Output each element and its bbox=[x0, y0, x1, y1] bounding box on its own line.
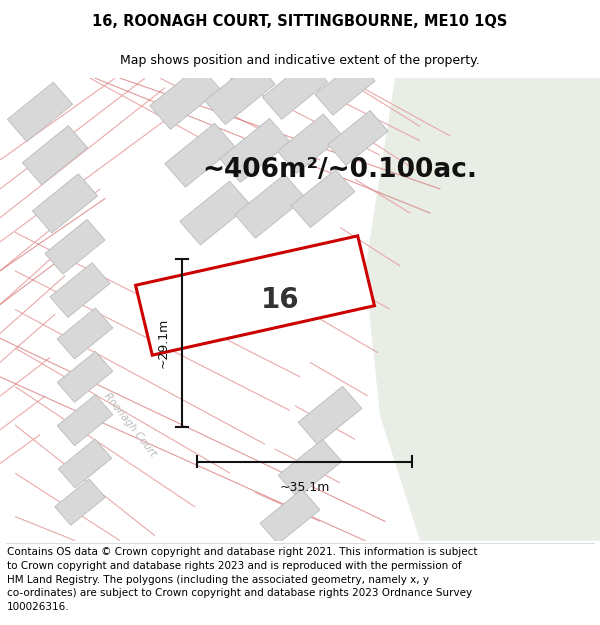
Polygon shape bbox=[32, 174, 98, 233]
Polygon shape bbox=[262, 60, 328, 119]
Polygon shape bbox=[55, 479, 105, 525]
Polygon shape bbox=[136, 236, 374, 355]
Text: ~35.1m: ~35.1m bbox=[280, 481, 329, 494]
Polygon shape bbox=[57, 308, 113, 359]
Text: 16, ROONAGH COURT, SITTINGBOURNE, ME10 1QS: 16, ROONAGH COURT, SITTINGBOURNE, ME10 1… bbox=[92, 14, 508, 29]
Polygon shape bbox=[220, 119, 290, 182]
Polygon shape bbox=[278, 439, 342, 498]
Text: Map shows position and indicative extent of the property.: Map shows position and indicative extent… bbox=[120, 54, 480, 68]
Polygon shape bbox=[45, 219, 105, 274]
Polygon shape bbox=[58, 439, 112, 488]
Polygon shape bbox=[205, 61, 275, 124]
Polygon shape bbox=[328, 111, 388, 165]
Polygon shape bbox=[150, 66, 220, 129]
Polygon shape bbox=[235, 174, 305, 238]
Polygon shape bbox=[57, 351, 113, 403]
Text: Roonagh Court: Roonagh Court bbox=[102, 391, 158, 459]
Text: ~406m²/~0.100ac.: ~406m²/~0.100ac. bbox=[203, 157, 478, 182]
Polygon shape bbox=[365, 78, 600, 541]
Polygon shape bbox=[277, 114, 343, 173]
Polygon shape bbox=[22, 126, 88, 185]
Polygon shape bbox=[50, 262, 110, 318]
Polygon shape bbox=[180, 181, 250, 245]
Polygon shape bbox=[298, 386, 362, 444]
Polygon shape bbox=[315, 61, 375, 115]
Text: ~29.1m: ~29.1m bbox=[157, 318, 170, 368]
Polygon shape bbox=[7, 82, 73, 141]
Text: Contains OS data © Crown copyright and database right 2021. This information is : Contains OS data © Crown copyright and d… bbox=[7, 548, 478, 612]
Polygon shape bbox=[165, 123, 235, 187]
Text: 16: 16 bbox=[260, 286, 299, 314]
Polygon shape bbox=[291, 169, 355, 228]
Polygon shape bbox=[260, 489, 320, 544]
Polygon shape bbox=[57, 395, 113, 446]
